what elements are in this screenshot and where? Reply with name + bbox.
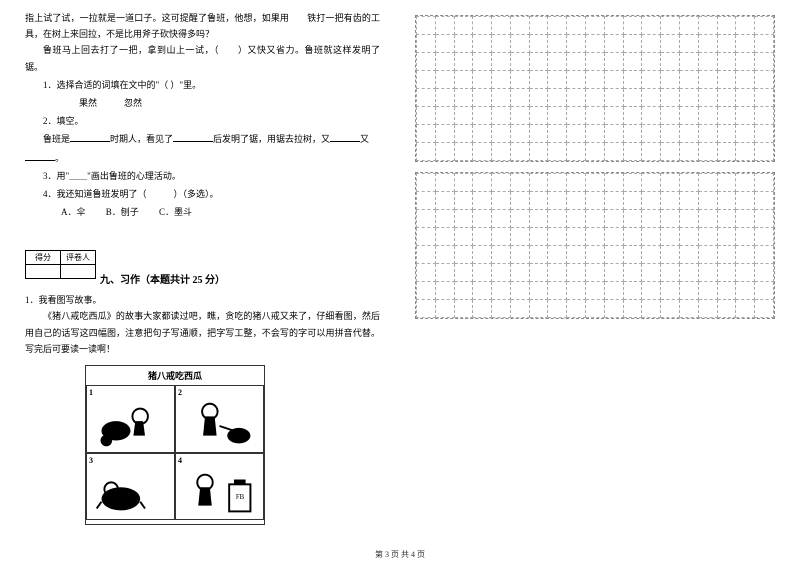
q2-stem: 2．填空。 <box>25 113 380 129</box>
comic-panel-4: 4 FB <box>175 453 264 521</box>
comic-panel-2: 2 <box>175 385 264 453</box>
q2-mid2: 后发明了锯，用锯去拉树，又 <box>213 134 330 144</box>
q1-stem: 1．选择合适的词填在文中的"（ ）"里。 <box>25 77 380 93</box>
blank-4[interactable] <box>25 151 55 161</box>
q3-stem: 3．用"＿＿"画出鲁班的心理活动。 <box>25 168 380 184</box>
q4-opt-c: C．墨斗 <box>159 207 192 217</box>
page-footer: 第 3 页 共 4 页 <box>0 549 800 560</box>
blank-2[interactable] <box>173 132 213 142</box>
score-col1: 得分 <box>26 251 61 265</box>
left-column: 指上试了试，一拉就是一道口子。这可提醒了鲁班，他想，如果用 铁打一把有齿的工具，… <box>0 0 400 545</box>
score-blank1[interactable] <box>26 265 61 279</box>
q2-text-2: 。 <box>25 150 380 166</box>
comic-title: 猪八戒吃西瓜 <box>86 366 264 385</box>
q2-mid3: 又 <box>360 134 369 144</box>
score-blank2[interactable] <box>61 265 96 279</box>
writing-num: 1．我看图写故事。 <box>25 292 380 308</box>
score-table: 得分 评卷人 <box>25 250 96 279</box>
passage-line1: 指上试了试，一拉就是一道口子。这可提醒了鲁班，他想，如果用 铁打一把有齿的工具，… <box>25 10 380 42</box>
score-col2: 评卷人 <box>61 251 96 265</box>
q1-options: 果然 忽然 <box>25 95 380 111</box>
section-9-title: 九、习作（本题共计 25 分） <box>100 271 380 286</box>
comic-panel-1: 1 <box>86 385 175 453</box>
blank-3[interactable] <box>330 132 360 142</box>
svg-text:FB: FB <box>236 493 245 500</box>
q2-mid1: 时期人，看见了 <box>110 134 173 144</box>
writing-grid-top[interactable] <box>415 15 775 162</box>
q4-opt-a: A．伞 <box>61 207 86 217</box>
blank-1[interactable] <box>70 132 110 142</box>
writing-grid-bottom[interactable] <box>415 172 775 319</box>
q2-prefix: 鲁班是 <box>43 134 70 144</box>
passage-line2: 鲁班马上回去打了一把，拿到山上一试，（ ）又快又省力。鲁班就这样发明了锯。 <box>25 42 380 74</box>
q4-stem: 4．我还知道鲁班发明了（ ）（多选）。 <box>25 186 380 202</box>
q4-opt-b: B．刨子 <box>106 207 139 217</box>
comic-panel-3: 3 <box>86 453 175 521</box>
q2-text: 鲁班是 时期人，看见了 后发明了锯，用锯去拉树，又 又 <box>25 131 380 147</box>
q2-end: 。 <box>55 153 64 163</box>
writing-p1: 《猪八戒吃西瓜》的故事大家都读过吧，瞧，贪吃的猪八戒又来了，仔细看图，然后用自己… <box>25 308 380 357</box>
q4-options: A．伞 B．刨子 C．墨斗 <box>25 204 380 220</box>
comic-image: 猪八戒吃西瓜 1 2 3 4 FB <box>85 365 265 525</box>
right-column <box>400 0 800 545</box>
